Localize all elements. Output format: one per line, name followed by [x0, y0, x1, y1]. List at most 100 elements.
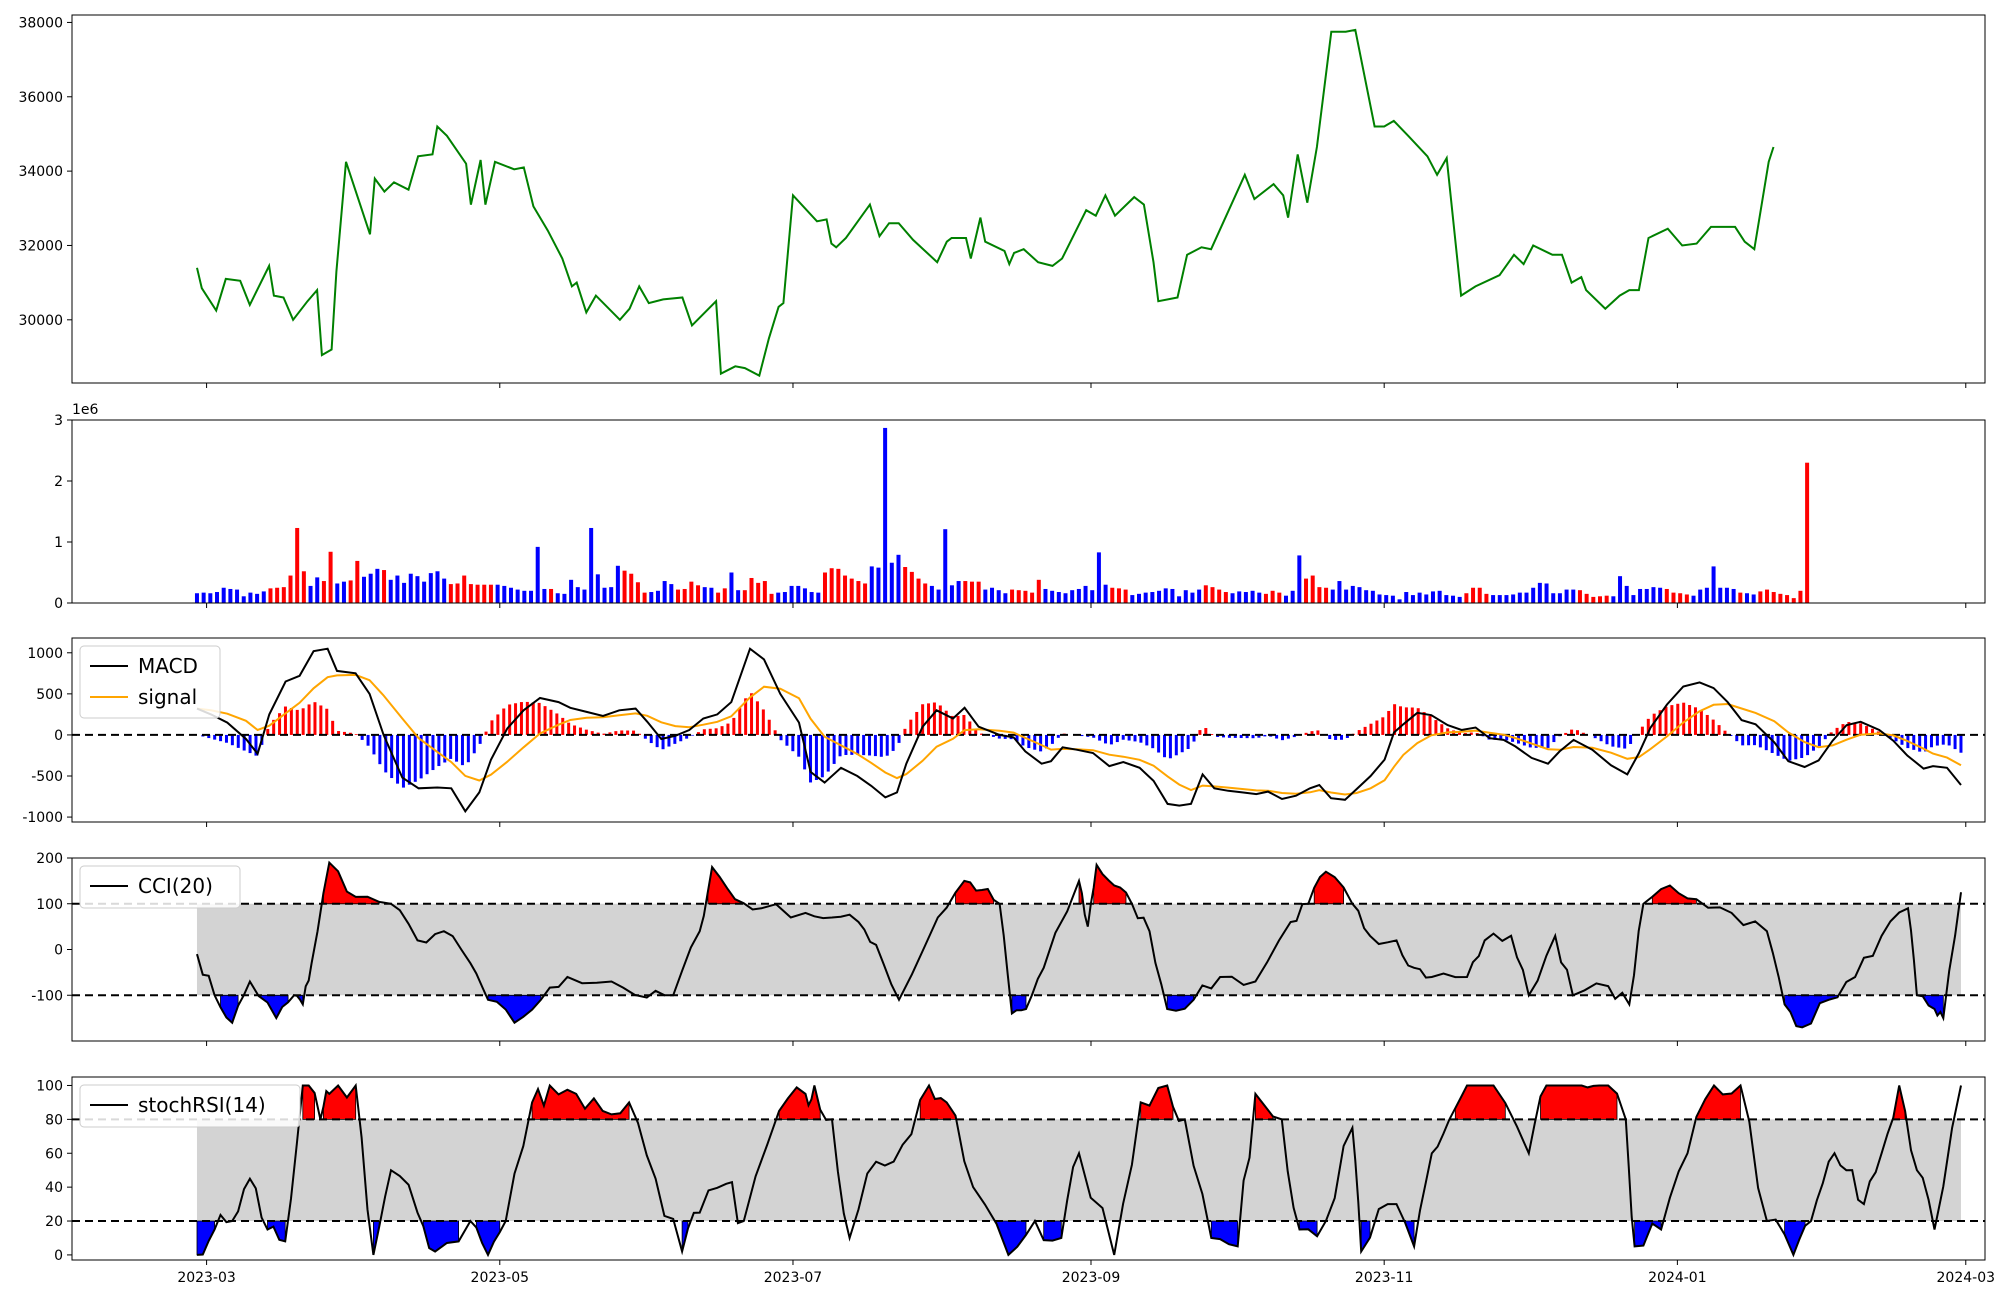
volume-bar	[515, 589, 520, 603]
volume-bar	[321, 581, 326, 603]
macd-hist-bar	[325, 708, 329, 735]
volume-bar	[789, 585, 794, 603]
volume-bar	[1070, 590, 1075, 603]
macd-hist-bar	[1817, 734, 1821, 746]
volume-bar	[228, 588, 233, 603]
volume-bar	[1243, 592, 1248, 603]
macd-hist-bar	[224, 734, 228, 743]
macd-hist-bar	[1039, 734, 1043, 752]
macd-hist-bar	[702, 729, 706, 735]
legend-label: signal	[138, 685, 197, 709]
macd-hist-bar	[608, 732, 612, 735]
macd-hist-bar	[1646, 718, 1650, 735]
volume-bar	[1591, 596, 1596, 603]
volume-bar	[595, 574, 600, 603]
macd-hist-bar	[832, 734, 836, 764]
macd-hist-bar	[537, 702, 541, 735]
macd-hist-bar	[1393, 704, 1397, 735]
volume-bar	[1738, 592, 1743, 603]
volume-bar	[221, 587, 226, 603]
volume-bar	[1297, 555, 1302, 603]
macd-hist-bar	[797, 734, 801, 757]
volume-bar	[1791, 598, 1796, 603]
macd-hist-bar	[1257, 734, 1261, 738]
volume-bar	[1230, 593, 1235, 603]
volume-bar	[215, 592, 220, 603]
macd-hist-bar	[632, 730, 636, 735]
legend-box	[79, 1084, 301, 1128]
volume-bar	[1283, 595, 1288, 603]
macd-hist-bar	[331, 720, 335, 735]
macd-hist-bar	[1440, 724, 1444, 735]
macd-hist-bar	[809, 734, 813, 783]
volume-bar	[949, 585, 954, 603]
volume-bar	[361, 576, 366, 603]
macd-hist-bar	[779, 734, 783, 741]
axes-frame	[71, 1076, 1986, 1261]
macd-hist-bar	[897, 734, 901, 743]
volume-bar	[1317, 587, 1322, 603]
volume-bar	[388, 579, 393, 603]
macd-hist-bar	[750, 693, 754, 735]
band-fill	[196, 903, 1961, 996]
macd-hist-bar	[413, 734, 417, 782]
legend-box	[79, 645, 221, 719]
macd-hist-bar	[460, 734, 464, 766]
macd-hist-bar	[342, 731, 346, 735]
volume-bar	[1437, 590, 1442, 603]
oversold-fill	[220, 994, 239, 1024]
macd-hist-bar	[1935, 734, 1939, 746]
macd-hist-bar	[1281, 734, 1285, 741]
volume-bar	[843, 575, 848, 603]
macd-hist-bar	[643, 734, 647, 739]
volume-bar	[1678, 593, 1683, 603]
macd-hist-bar	[1398, 706, 1402, 735]
volume-bar	[1471, 587, 1476, 603]
volume-bar	[1337, 581, 1342, 603]
volume-bar	[1344, 589, 1349, 603]
macd-hist-bar	[850, 734, 854, 755]
macd-hist-bar	[1115, 734, 1119, 743]
volume-bar	[1056, 592, 1061, 603]
volume-bar	[1477, 587, 1482, 603]
volume-bar	[916, 578, 921, 603]
volume-bar	[455, 583, 460, 603]
volume-bar	[295, 527, 300, 603]
volume-bar	[1718, 587, 1723, 603]
volume-bar	[1504, 595, 1509, 603]
volume-bar	[702, 587, 707, 603]
y-tick-label: 60	[45, 1146, 63, 1162]
volume-bar	[1785, 595, 1790, 603]
macd-hist-bar	[313, 702, 317, 735]
volume-bar	[1544, 583, 1549, 603]
macd-hist-bar	[1204, 728, 1208, 735]
y-tick-label: -100	[31, 988, 63, 1004]
macd-hist-bar	[1552, 734, 1556, 743]
macd-hist-bar	[378, 734, 382, 765]
volume-bar	[208, 593, 213, 603]
volume-bar	[382, 570, 387, 603]
macd-hist-bar	[219, 734, 223, 742]
macd-hist-bar	[1434, 720, 1438, 735]
volume-bar	[375, 568, 380, 603]
volume-bar	[856, 581, 861, 603]
volume-bar	[1143, 592, 1148, 603]
macd-hist-bar	[1752, 734, 1756, 746]
x-tick-label: 2023-09	[1062, 1270, 1121, 1286]
macd-hist-bar	[295, 709, 299, 735]
macd-hist-bar	[1776, 734, 1780, 756]
macd-hist-bar	[1847, 722, 1851, 735]
volume-bar	[1444, 595, 1449, 603]
macd-hist-bar	[578, 727, 582, 735]
volume-bar	[1497, 595, 1502, 603]
macd-hist-bar	[1340, 734, 1344, 740]
macd-hist-bar	[207, 734, 211, 739]
macd-hist-bar	[1658, 710, 1662, 735]
macd-hist-bar	[614, 731, 618, 735]
volume-bar	[1197, 589, 1202, 603]
volume-bar	[749, 577, 754, 603]
macd-hist-bar	[1575, 730, 1579, 735]
macd-hist-bar	[767, 719, 771, 735]
macd-hist-bar	[773, 730, 777, 735]
volume-bar	[1310, 575, 1315, 603]
